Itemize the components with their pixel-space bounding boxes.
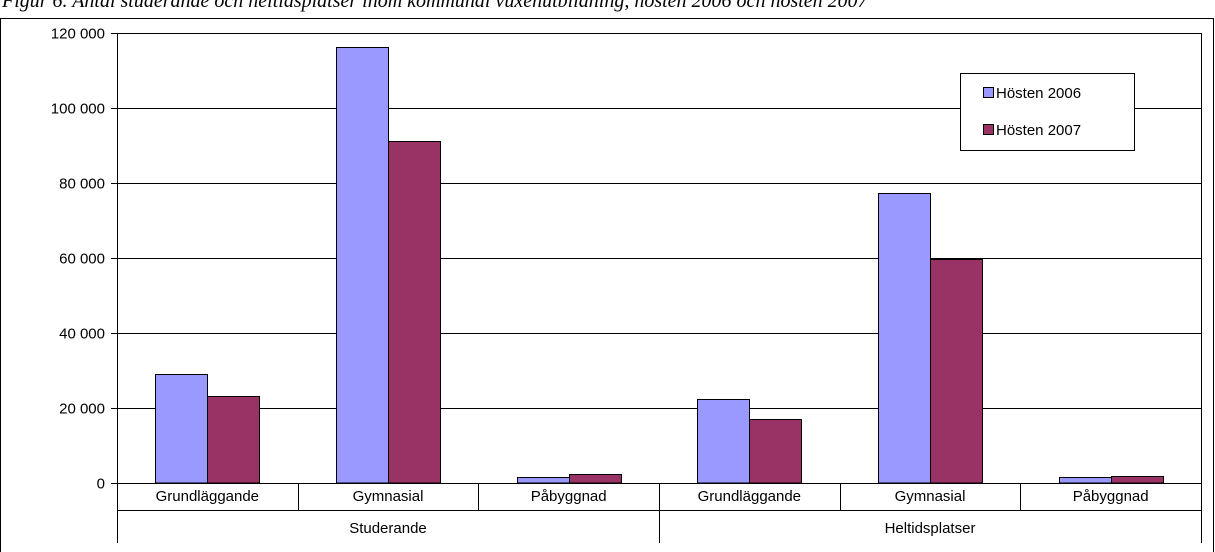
legend-swatch xyxy=(983,87,994,98)
x-category-label: Påbyggnad xyxy=(531,488,607,505)
bar xyxy=(336,47,389,484)
y-axis: 0 20 000 40 000 60 000 80 000 100 000 120 000 xyxy=(51,26,117,493)
y-tick-label: 60 000 xyxy=(59,251,105,268)
y-tick-label: 40 000 xyxy=(59,326,105,343)
x-axis: Grundläggande Gymnasial Påbyggnad Grundlägg… xyxy=(117,483,1202,543)
bar xyxy=(1111,476,1164,484)
y-tick-label: 80 000 xyxy=(59,176,105,193)
bars xyxy=(155,47,1164,484)
y-tick-label: 20 000 xyxy=(59,401,105,418)
x-category-label: Gymnasial xyxy=(353,488,424,505)
bar xyxy=(1059,477,1112,484)
legend: Hösten 2006 Hösten 2007 xyxy=(960,73,1135,151)
chart-outer-border xyxy=(0,18,1214,552)
legend-box xyxy=(960,73,1135,151)
bar xyxy=(388,141,441,484)
x-category-label: Gymnasial xyxy=(895,488,966,505)
bar xyxy=(517,477,570,484)
bar xyxy=(207,396,260,484)
x-group-label: Studerande xyxy=(349,520,427,537)
x-category-label: Grundläggande xyxy=(698,488,801,505)
figure-caption: Figur 6. Antal studerande och heltidspla… xyxy=(0,0,1215,18)
legend-label: Hösten 2007 xyxy=(996,122,1081,139)
y-tick-label: 0 xyxy=(97,476,105,493)
figure-caption-text: Figur 6. Antal studerande och heltidspla… xyxy=(2,0,868,12)
legend-swatch xyxy=(983,124,994,135)
y-tick-label: 100 000 xyxy=(51,101,105,118)
bar xyxy=(878,193,931,484)
x-category-label: Påbyggnad xyxy=(1073,488,1149,505)
bar xyxy=(749,419,802,484)
bar xyxy=(569,474,622,484)
bar xyxy=(697,399,750,484)
x-category-label: Grundläggande xyxy=(156,488,259,505)
bar xyxy=(930,259,983,484)
bar xyxy=(155,374,208,484)
y-tick-label: 120 000 xyxy=(51,26,105,43)
legend-label: Hösten 2006 xyxy=(996,85,1081,102)
x-group-label: Heltidsplatser xyxy=(885,520,976,537)
